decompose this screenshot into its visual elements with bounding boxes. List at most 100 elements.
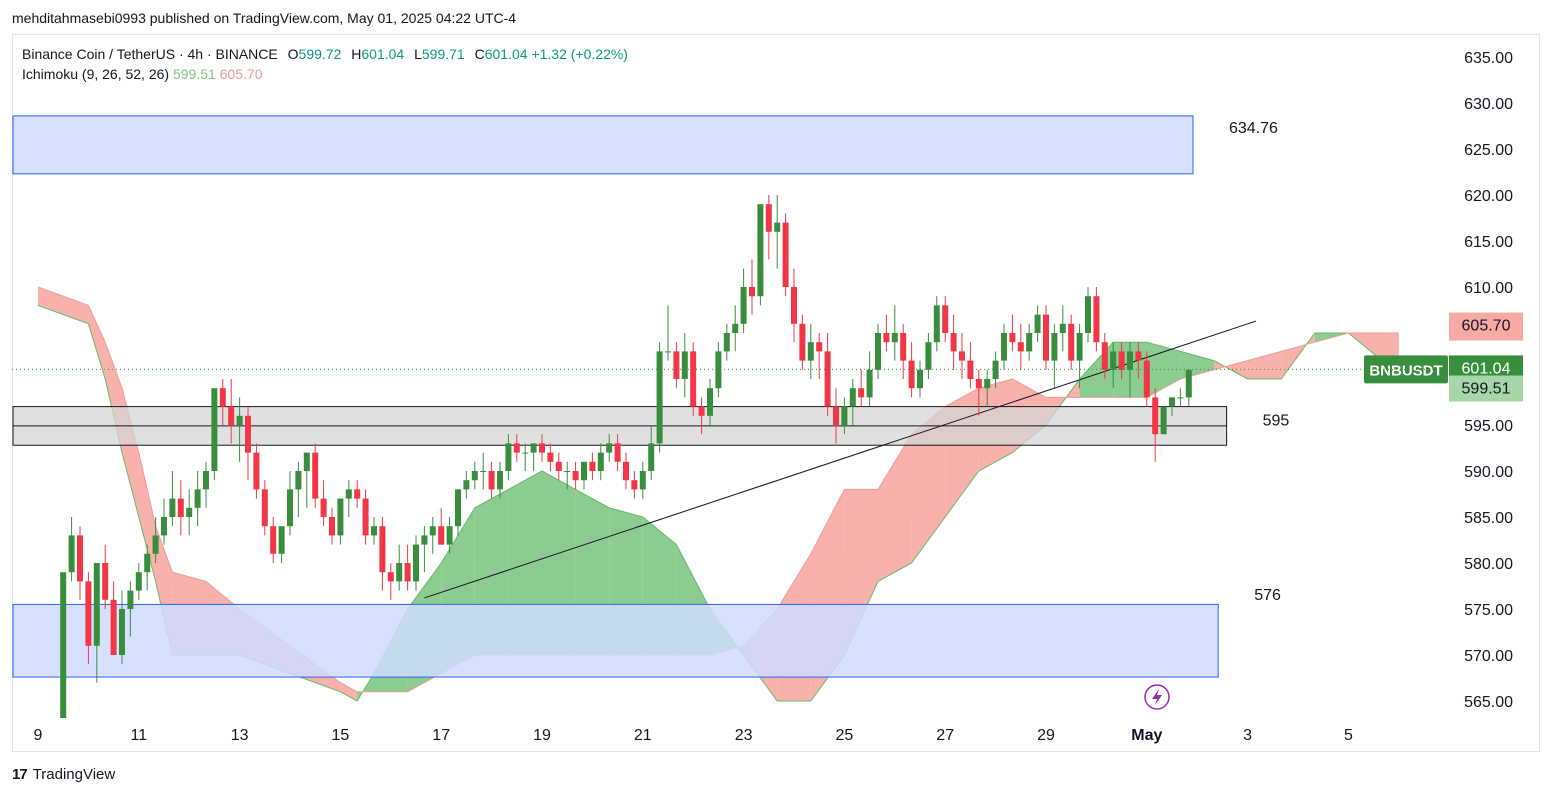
candle[interactable]: [707, 388, 713, 416]
candle[interactable]: [371, 526, 377, 536]
candle[interactable]: [102, 563, 109, 600]
candle[interactable]: [824, 351, 831, 407]
candle[interactable]: [152, 535, 159, 554]
footer-brand[interactable]: 17 TradingView: [12, 766, 115, 783]
candle[interactable]: [429, 526, 436, 536]
candle[interactable]: [530, 443, 537, 453]
candle[interactable]: [169, 498, 176, 517]
candle[interactable]: [278, 526, 285, 554]
candle[interactable]: [387, 572, 394, 582]
candle[interactable]: [211, 388, 218, 471]
candle[interactable]: [127, 590, 134, 609]
candle[interactable]: [732, 323, 739, 333]
candle[interactable]: [849, 388, 856, 407]
candle[interactable]: [203, 471, 209, 490]
candle[interactable]: [539, 443, 545, 453]
candle[interactable]: [757, 204, 764, 297]
candle[interactable]: [959, 351, 965, 361]
candle[interactable]: [639, 471, 646, 490]
lightning-icon[interactable]: [1144, 684, 1170, 710]
candle[interactable]: [749, 287, 755, 297]
candle[interactable]: [295, 471, 302, 490]
candle[interactable]: [606, 443, 613, 453]
candle[interactable]: [866, 369, 873, 398]
candle[interactable]: [1110, 351, 1117, 370]
candle[interactable]: [404, 563, 411, 582]
candle[interactable]: [144, 553, 151, 573]
candle[interactable]: [1026, 333, 1033, 352]
candle[interactable]: [631, 480, 638, 490]
candle[interactable]: [119, 609, 125, 655]
candle[interactable]: [480, 471, 487, 472]
candle[interactable]: [1118, 351, 1125, 370]
candle[interactable]: [287, 489, 293, 527]
candle[interactable]: [774, 222, 781, 232]
candle[interactable]: [329, 517, 335, 536]
candle[interactable]: [597, 452, 604, 471]
candle[interactable]: [1017, 342, 1024, 352]
candle[interactable]: [1135, 351, 1142, 361]
candle[interactable]: [320, 498, 327, 517]
candle[interactable]: [219, 388, 226, 407]
candle[interactable]: [1043, 314, 1049, 361]
candle[interactable]: [723, 333, 730, 352]
candle[interactable]: [614, 443, 621, 462]
candle[interactable]: [648, 443, 655, 471]
candle[interactable]: [77, 535, 83, 582]
candle[interactable]: [505, 443, 512, 471]
candle[interactable]: [782, 222, 789, 287]
candle[interactable]: [1152, 397, 1159, 435]
candle[interactable]: [194, 489, 201, 508]
candle[interactable]: [68, 535, 75, 573]
candle[interactable]: [1034, 314, 1041, 333]
candle[interactable]: [900, 333, 907, 361]
candle[interactable]: [555, 461, 562, 471]
candle[interactable]: [1001, 333, 1007, 361]
candle[interactable]: [488, 471, 495, 490]
candle[interactable]: [1059, 323, 1066, 333]
candle[interactable]: [438, 526, 445, 545]
candle[interactable]: [463, 480, 470, 490]
candle[interactable]: [681, 351, 688, 379]
candle[interactable]: [497, 471, 503, 490]
candle[interactable]: [917, 369, 923, 389]
candle[interactable]: [362, 498, 369, 536]
candle[interactable]: [1127, 351, 1133, 370]
trendline[interactable]: [424, 320, 1257, 599]
candle[interactable]: [1009, 333, 1016, 343]
candle[interactable]: [1051, 333, 1058, 361]
candle[interactable]: [623, 461, 629, 481]
candle[interactable]: [1143, 360, 1150, 398]
candle[interactable]: [564, 471, 571, 472]
candle[interactable]: [925, 342, 932, 370]
candle[interactable]: [228, 406, 235, 425]
candle[interactable]: [799, 323, 806, 361]
candle[interactable]: [690, 351, 697, 407]
candle[interactable]: [933, 305, 940, 343]
candle[interactable]: [396, 563, 403, 582]
candle[interactable]: [816, 342, 823, 352]
candle[interactable]: [572, 471, 579, 481]
candle[interactable]: [354, 489, 361, 499]
candle[interactable]: [337, 498, 344, 536]
candle[interactable]: [807, 342, 814, 361]
candle[interactable]: [547, 452, 554, 462]
candle[interactable]: [967, 360, 974, 379]
candle[interactable]: [135, 572, 142, 591]
candle[interactable]: [765, 204, 772, 232]
candle[interactable]: [345, 489, 352, 499]
candle[interactable]: [253, 452, 260, 490]
candle[interactable]: [883, 333, 890, 343]
candle[interactable]: [791, 287, 797, 324]
candle[interactable]: [875, 333, 881, 370]
candle[interactable]: [656, 351, 663, 444]
indicator-label[interactable]: Ichimoku (9, 26, 52, 26): [22, 66, 170, 82]
candle[interactable]: [891, 333, 898, 343]
candle[interactable]: [992, 360, 999, 379]
candle[interactable]: [589, 461, 596, 471]
candle[interactable]: [245, 415, 251, 453]
candle[interactable]: [975, 379, 982, 389]
candle[interactable]: [303, 452, 310, 471]
candle[interactable]: [312, 452, 319, 499]
candle[interactable]: [522, 452, 529, 454]
